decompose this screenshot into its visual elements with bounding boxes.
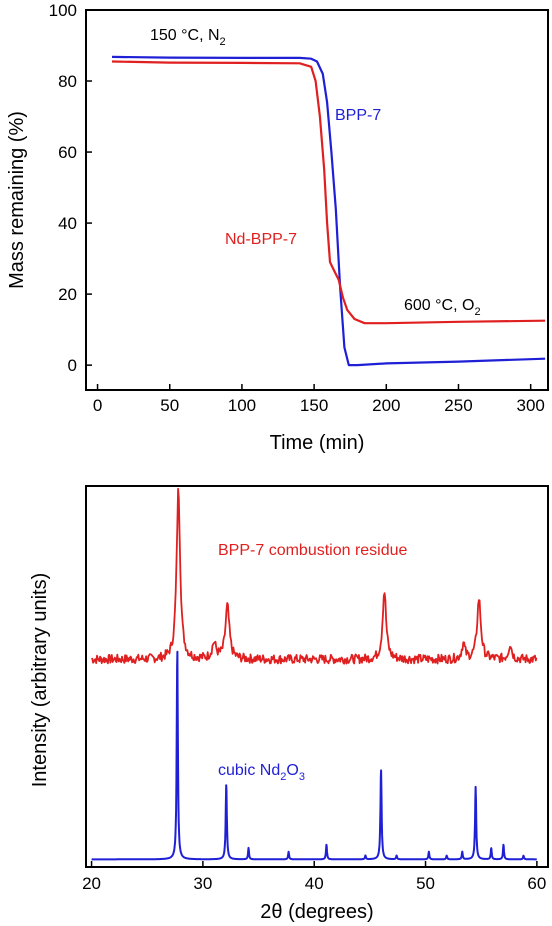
xrd-ticks: 20 30 40 50 60 (82, 861, 546, 893)
tga-ytick-label: 0 (68, 356, 77, 375)
tga-ytick-label: 20 (58, 285, 77, 304)
xrd-lines (90, 487, 538, 861)
tga-xtick-label: 0 (93, 396, 102, 415)
tga-chart: 0 50 100 150 200 250 300 0 20 40 60 80 100 Time (min… (6, 1, 549, 454)
tga-ytick-label: 40 (58, 214, 77, 233)
xrd-series-0 (91, 487, 538, 665)
tga-annotation-nd-bpp7: Nd-BPP-7 (225, 231, 297, 248)
tga-xtick-label: 300 (516, 396, 544, 415)
tga-ticks: 0 50 100 150 200 250 300 0 20 40 60 80 100 (49, 1, 545, 415)
xrd-plot-frame (85, 485, 549, 868)
tga-series-nd-bpp-7 (111, 60, 546, 325)
tga-xtick-label: 100 (228, 396, 256, 415)
tga-series-bpp-7 (111, 55, 546, 367)
tga-ytick-label: 80 (58, 72, 77, 91)
tga-xtick-label: 50 (160, 396, 179, 415)
tga-ylabel: Mass remaining (%) (6, 111, 28, 289)
tga-xtick-label: 150 (300, 396, 328, 415)
tga-annotation-o2: 600 °C, O2 (404, 297, 481, 318)
xrd-xtick-label: 30 (193, 874, 212, 893)
xrd-xtick-label: 50 (416, 874, 435, 893)
xrd-annotation-residue: BPP-7 combustion residue (218, 542, 408, 559)
xrd-series-1 (90, 650, 538, 861)
tga-lines (111, 55, 546, 367)
tga-xtick-label: 250 (444, 396, 472, 415)
xrd-annotation-nd2o3: cubic Nd2O3 (218, 762, 305, 783)
xrd-xlabel: 2θ (degrees) (260, 901, 373, 923)
tga-ytick-label: 60 (58, 143, 77, 162)
tga-xtick-label: 200 (372, 396, 400, 415)
tga-xlabel: Time (min) (270, 432, 365, 454)
xrd-xtick-label: 60 (527, 874, 546, 893)
tga-plot-frame (85, 9, 549, 391)
xrd-xtick-label: 20 (82, 874, 101, 893)
xrd-chart: 20 30 40 50 60 2θ (degrees) Intensity (arbit… (29, 485, 549, 923)
tga-annotation-n2: 150 °C, N2 (150, 27, 226, 48)
tga-ytick-label: 100 (49, 1, 77, 20)
xrd-xtick-label: 40 (305, 874, 324, 893)
tga-annotation-bpp7: BPP-7 (335, 107, 381, 124)
xrd-ylabel: Intensity (arbitrary units) (29, 573, 51, 788)
